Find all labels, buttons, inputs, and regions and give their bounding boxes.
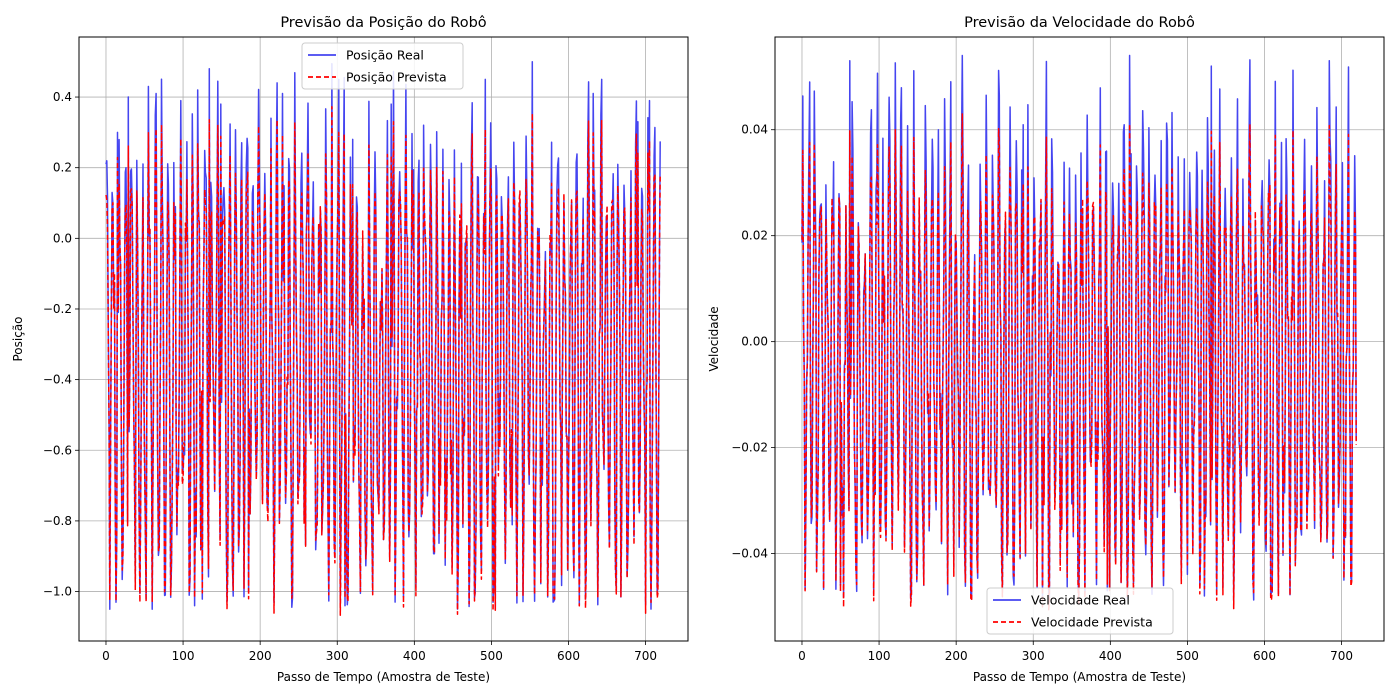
y-tick-label: 0.0 [53, 231, 72, 245]
x-tick-label: 200 [249, 649, 272, 663]
legend-label: Velocidade Real [1031, 593, 1130, 608]
y-tick-label: 0.2 [53, 161, 72, 175]
velocity-chart: Previsão da Velocidade do Robô Passo de … [707, 15, 1385, 684]
x-axis-label: Passo de Tempo (Amostra de Teste) [277, 670, 490, 684]
y-tick-label: −1.0 [43, 585, 72, 599]
y-axis-label: Posição [11, 316, 25, 361]
plot-frame [78, 36, 689, 642]
x-tick-label: 700 [634, 649, 657, 663]
x-axis-label: Passo de Tempo (Amostra de Teste) [973, 670, 1186, 684]
y-tick-label: 0.00 [741, 335, 768, 349]
y-tick-label: 0.02 [741, 229, 768, 243]
x-tick-label: 500 [1176, 649, 1199, 663]
y-tick-label: −0.6 [43, 443, 72, 457]
series-line-predicted [105, 105, 661, 617]
x-tick-label: 400 [403, 649, 426, 663]
legend: Posição Real Posição Prevista [301, 42, 464, 90]
legend-box [986, 587, 1174, 635]
x-tick-label: 400 [1099, 649, 1122, 663]
x-tick-label: 600 [557, 649, 580, 663]
x-tick-label: 0 [798, 649, 806, 663]
y-tick-label: −0.4 [43, 373, 72, 387]
y-tick-label: −0.2 [43, 302, 72, 316]
legend-label: Posição Real [346, 48, 424, 63]
x-tick-label: 100 [868, 649, 891, 663]
chart-title: Previsão da Posição do Robô [280, 15, 486, 31]
legend-label: Posição Prevista [346, 70, 447, 85]
legend: Velocidade Real Velocidade Prevista [986, 587, 1174, 635]
y-tick-label: −0.8 [43, 514, 72, 528]
y-tick-label: 0.04 [741, 123, 768, 137]
y-tick-label: 0.4 [53, 90, 72, 104]
legend-label: Velocidade Prevista [1031, 615, 1153, 630]
plot-frame [774, 36, 1385, 642]
x-tick-label: 100 [172, 649, 195, 663]
y-tick-label: −0.02 [731, 441, 768, 455]
x-tick-label: 600 [1253, 649, 1276, 663]
y-tick-label: −0.04 [731, 547, 768, 561]
x-tick-label: 0 [102, 649, 110, 663]
x-tick-label: 300 [326, 649, 349, 663]
x-tick-label: 300 [1022, 649, 1045, 663]
y-axis-label: Velocidade [707, 306, 721, 371]
position-chart: Previsão da Posição do Robô Passo de Tem… [11, 15, 689, 684]
chart-title: Previsão da Velocidade do Robô [964, 15, 1195, 31]
x-tick-label: 700 [1330, 649, 1353, 663]
x-tick-label: 200 [945, 649, 968, 663]
legend-box [301, 42, 464, 90]
x-tick-label: 500 [480, 649, 503, 663]
series-line-predicted [801, 112, 1357, 611]
